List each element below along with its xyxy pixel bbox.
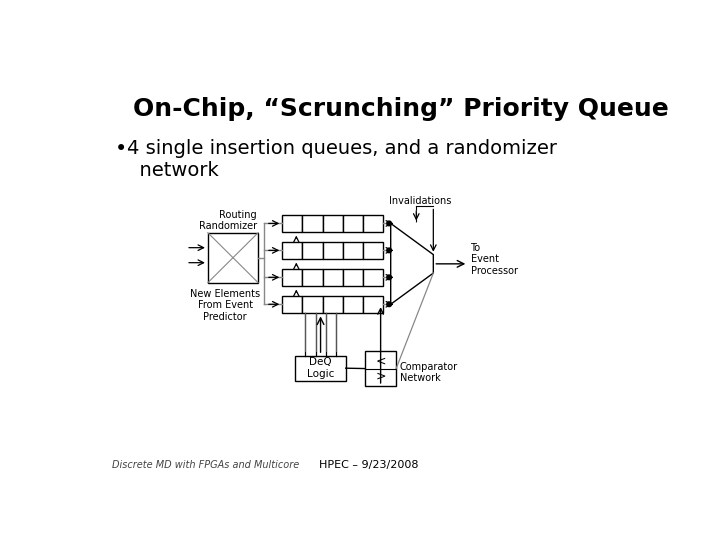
Text: Routing
Randomizer: Routing Randomizer [199,210,256,231]
Bar [365,351,396,386]
Bar [282,242,302,259]
Bar [295,356,346,381]
Bar [282,269,302,286]
Bar [363,296,383,313]
Circle shape [387,248,392,253]
Bar [282,215,302,232]
Bar [302,296,323,313]
Text: Discrete MD with FPGAs and Multicore: Discrete MD with FPGAs and Multicore [112,460,299,470]
Text: UNIVERSITY: UNIVERSITY [652,521,698,527]
Bar [363,215,383,232]
Bar [323,242,343,259]
Bar [282,296,302,313]
Bar [343,269,363,286]
Text: Comparator
Network: Comparator Network [400,362,458,383]
Bar [208,233,258,283]
Text: Invalidations: Invalidations [389,197,451,206]
Circle shape [387,302,392,307]
Bar [323,269,343,286]
Text: BOSTON: BOSTON [652,502,698,512]
Bar [323,296,343,313]
Text: •: • [114,139,127,159]
Bar [302,269,323,286]
Text: New Elements
From Event
Predictor: New Elements From Event Predictor [190,289,261,322]
Circle shape [387,221,392,226]
Bar [363,269,383,286]
Bar [323,215,343,232]
Bar [302,215,323,232]
Text: DeQ
Logic: DeQ Logic [307,357,334,379]
Bar [363,242,383,259]
Polygon shape [391,224,433,304]
Bar [343,296,363,313]
Text: On-Chip, “Scrunching” Priority Queue: On-Chip, “Scrunching” Priority Queue [132,97,668,121]
Bar [302,242,323,259]
Text: HPEC – 9/23/2008: HPEC – 9/23/2008 [319,460,419,470]
Circle shape [387,275,392,280]
Text: 4 single insertion queues, and a randomizer
  network: 4 single insertion queues, and a randomi… [127,139,557,180]
Bar [343,242,363,259]
Bar [343,215,363,232]
Text: To
Event
Processor: To Event Processor [471,242,518,276]
Text: <: < [375,354,386,367]
Text: >: > [375,370,386,383]
